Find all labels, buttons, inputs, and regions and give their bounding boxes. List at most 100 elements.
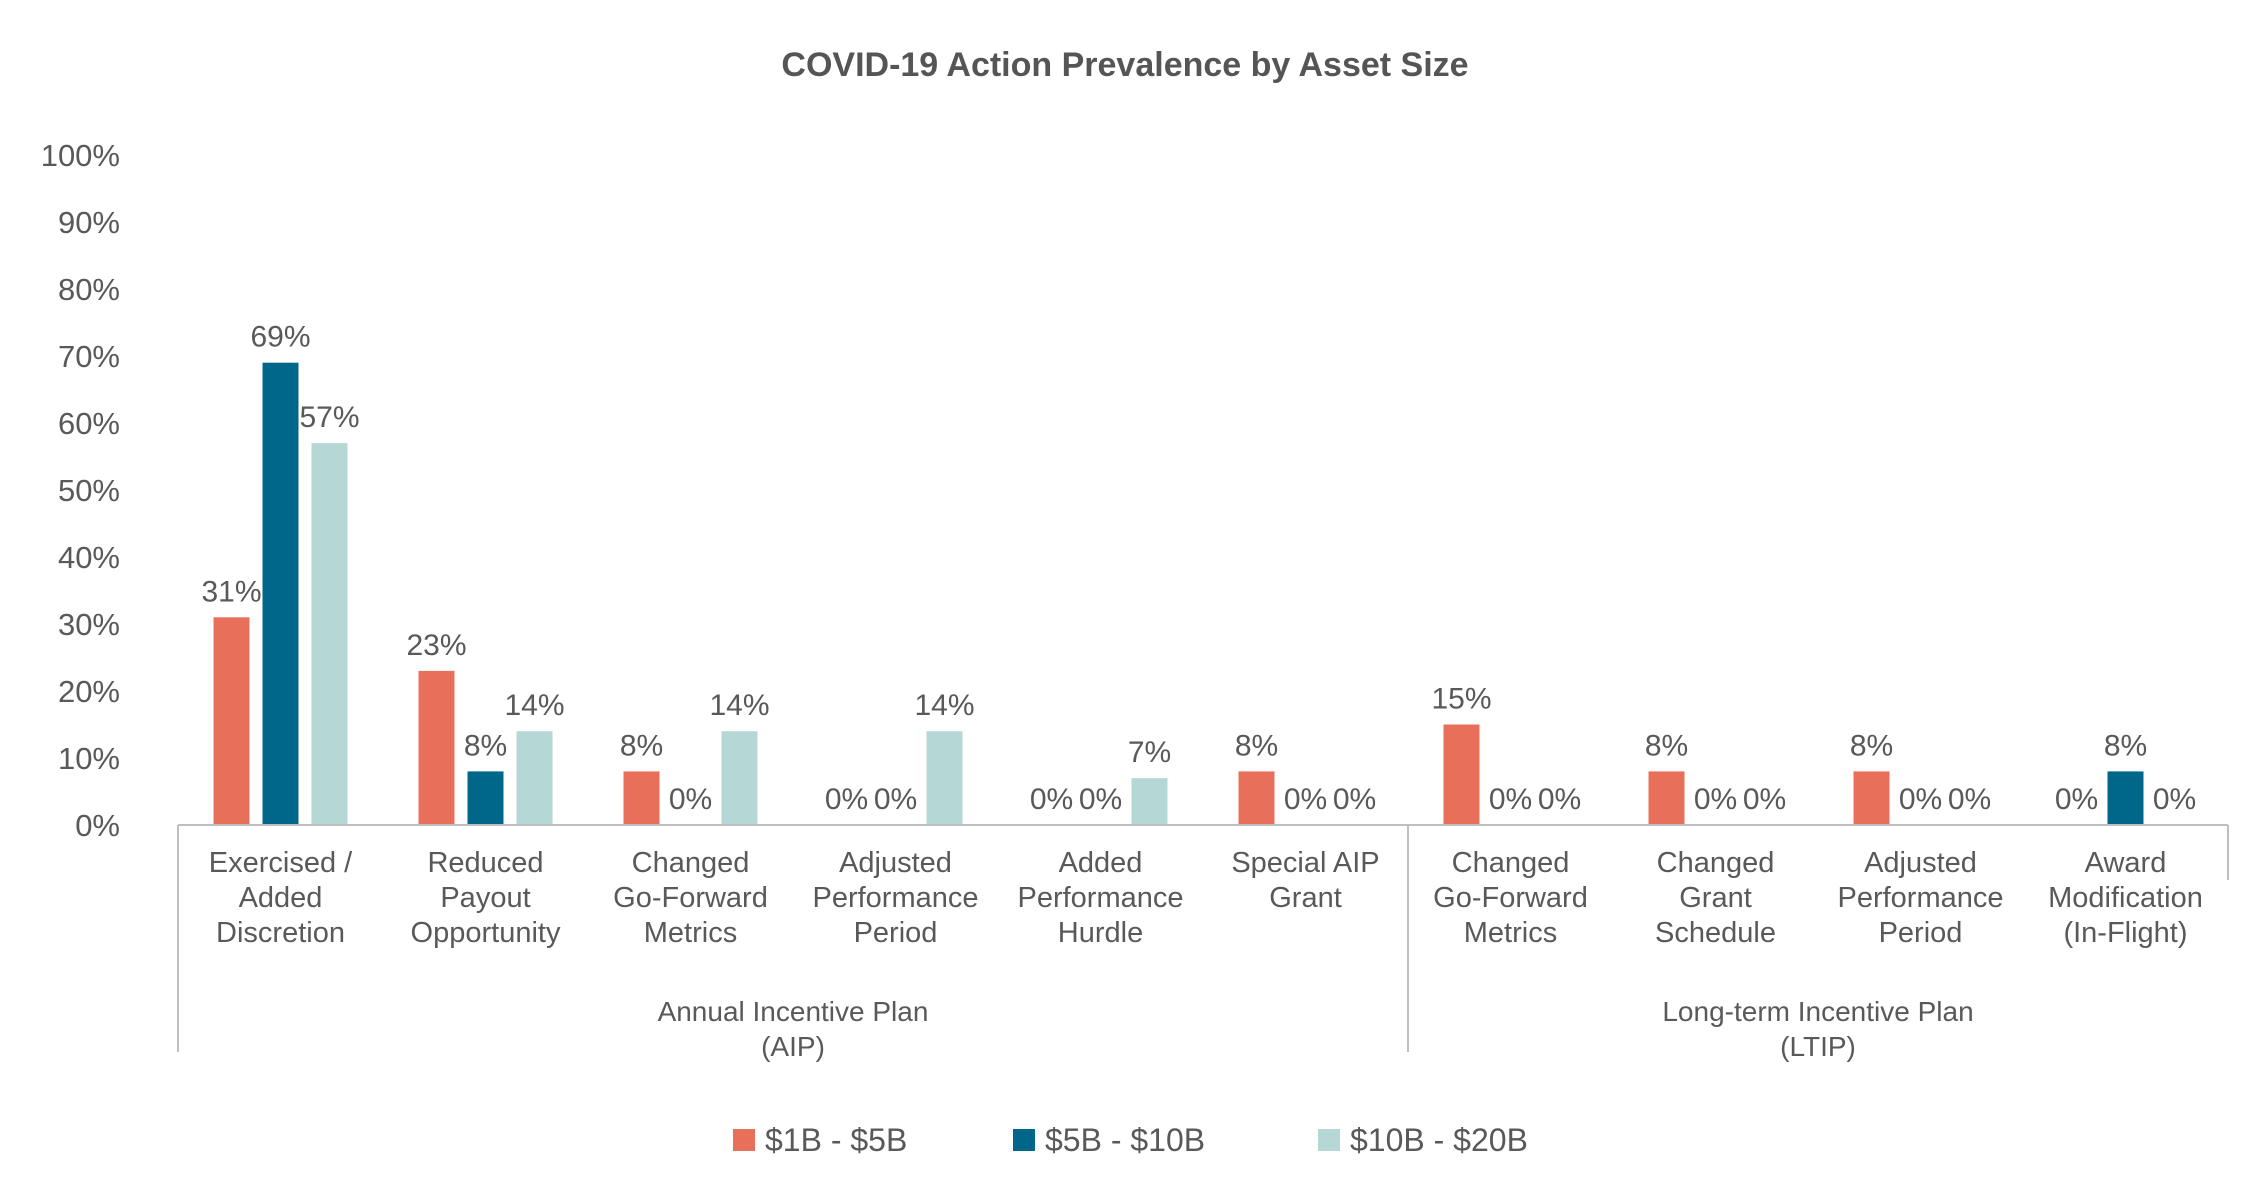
data-label: 0% — [874, 783, 917, 816]
category-label: Period — [854, 917, 938, 949]
category-label: Changed — [1452, 847, 1570, 879]
data-label: 0% — [1489, 783, 1532, 816]
bar-3-5 — [1131, 778, 1168, 825]
data-label: 0% — [1899, 783, 1942, 816]
bar-1-6 — [1238, 771, 1275, 825]
bar-1-7 — [1443, 724, 1480, 825]
data-label: 69% — [250, 321, 310, 354]
data-label: 0% — [1030, 783, 1073, 816]
group-label: Annual Incentive Plan — [658, 996, 929, 1027]
y-tick-label: 30% — [58, 607, 120, 642]
data-label: 14% — [504, 689, 564, 722]
data-label: 15% — [1431, 683, 1491, 716]
category-label: Performance — [1837, 882, 2003, 914]
bar-2-2 — [467, 771, 504, 825]
data-label: 57% — [299, 401, 359, 434]
category-label: Period — [1879, 917, 1963, 949]
bar-1-8 — [1648, 771, 1685, 825]
category-label: Payout — [440, 882, 530, 914]
bar-3-2 — [516, 731, 553, 825]
category-label: Performance — [812, 882, 978, 914]
bar-1-9 — [1853, 771, 1890, 825]
data-label: 14% — [914, 689, 974, 722]
data-label: 8% — [464, 729, 507, 762]
category-label: Metrics — [1464, 917, 1557, 949]
category-label: Opportunity — [411, 917, 561, 949]
data-label: 0% — [2055, 783, 2098, 816]
y-axis: 0% 10% 20% 30% 40% 50% 60% 70% 80% 90% 100% — [41, 138, 120, 843]
category-label: Hurdle — [1058, 917, 1143, 949]
x-axis: Exercised /AddedDiscretionReducedPayoutO… — [177, 824, 2229, 1062]
data-label: 0% — [1538, 783, 1581, 816]
group-label: (LTIP) — [1780, 1031, 1856, 1062]
data-label: 23% — [406, 629, 466, 662]
category-label: Reduced — [427, 847, 543, 879]
category-label: Modification — [2048, 882, 2203, 914]
category-label: Changed — [632, 847, 750, 879]
y-tick-label: 10% — [58, 741, 120, 776]
y-tick-label: 0% — [75, 808, 120, 843]
bar-3-3 — [721, 731, 758, 825]
chart-title: COVID-19 Action Prevalence by Asset Size — [781, 46, 1468, 84]
category-label: Discretion — [216, 917, 345, 949]
bar-2-1 — [262, 362, 299, 825]
data-label: 0% — [1284, 783, 1327, 816]
legend: $1B - $5B $5B - $10B $10B - $20B — [733, 1122, 1528, 1158]
data-label: 0% — [825, 783, 868, 816]
y-tick-label: 20% — [58, 674, 120, 709]
y-tick-label: 100% — [41, 138, 120, 173]
legend-label: $10B - $20B — [1350, 1122, 1528, 1158]
data-label: 8% — [1850, 729, 1893, 762]
category-label: Changed — [1657, 847, 1775, 879]
data-label: 8% — [1235, 729, 1278, 762]
category-label: (In-Flight) — [2063, 917, 2187, 949]
data-label: 8% — [620, 729, 663, 762]
category-label: Metrics — [644, 917, 737, 949]
bar-1-2 — [418, 670, 455, 825]
y-tick-label: 50% — [58, 473, 120, 508]
y-tick-label: 80% — [58, 272, 120, 307]
y-tick-label: 60% — [58, 406, 120, 441]
data-label: 8% — [1645, 729, 1688, 762]
y-tick-label: 90% — [58, 205, 120, 240]
y-tick-label: 40% — [58, 540, 120, 575]
data-label: 0% — [669, 783, 712, 816]
group-label: (AIP) — [761, 1031, 825, 1062]
y-tick-label: 70% — [58, 339, 120, 374]
category-label: Special AIP — [1231, 847, 1379, 879]
category-label: Grant — [1269, 882, 1342, 914]
category-label: Award — [2085, 847, 2167, 879]
bars — [213, 362, 2144, 825]
category-label: Adjusted — [839, 847, 952, 879]
bar-3-1 — [311, 443, 348, 825]
category-label: Adjusted — [1864, 847, 1977, 879]
data-label: 0% — [1948, 783, 1991, 816]
data-label: 7% — [1128, 736, 1171, 769]
legend-swatch — [1013, 1129, 1035, 1151]
legend-label: $1B - $5B — [765, 1122, 907, 1158]
data-label: 0% — [2153, 783, 2196, 816]
data-label: 14% — [709, 689, 769, 722]
category-label: Exercised / — [209, 847, 353, 879]
data-label: 0% — [1694, 783, 1737, 816]
category-label: Go-Forward — [613, 882, 768, 914]
data-label: 8% — [2104, 729, 2147, 762]
data-labels: 31%23%8%0% 0%8%15%8% 8%0%69%8%0% 0% 0% 0% 0% 0%… — [201, 321, 2196, 816]
category-label: Added — [239, 882, 323, 914]
category-label: Performance — [1017, 882, 1183, 914]
bar-1-3 — [623, 771, 660, 825]
bar-1-1 — [213, 617, 250, 825]
category-label: Go-Forward — [1433, 882, 1588, 914]
legend-swatch — [733, 1129, 755, 1151]
category-label: Schedule — [1655, 917, 1776, 949]
group-label: Long-term Incentive Plan — [1662, 996, 1973, 1027]
bar-3-4 — [926, 731, 963, 825]
category-label: Added — [1059, 847, 1143, 879]
category-label: Grant — [1679, 882, 1752, 914]
legend-label: $5B - $10B — [1045, 1122, 1205, 1158]
data-label: 0% — [1743, 783, 1786, 816]
legend-swatch — [1318, 1129, 1340, 1151]
bar-2-10 — [2107, 771, 2144, 825]
